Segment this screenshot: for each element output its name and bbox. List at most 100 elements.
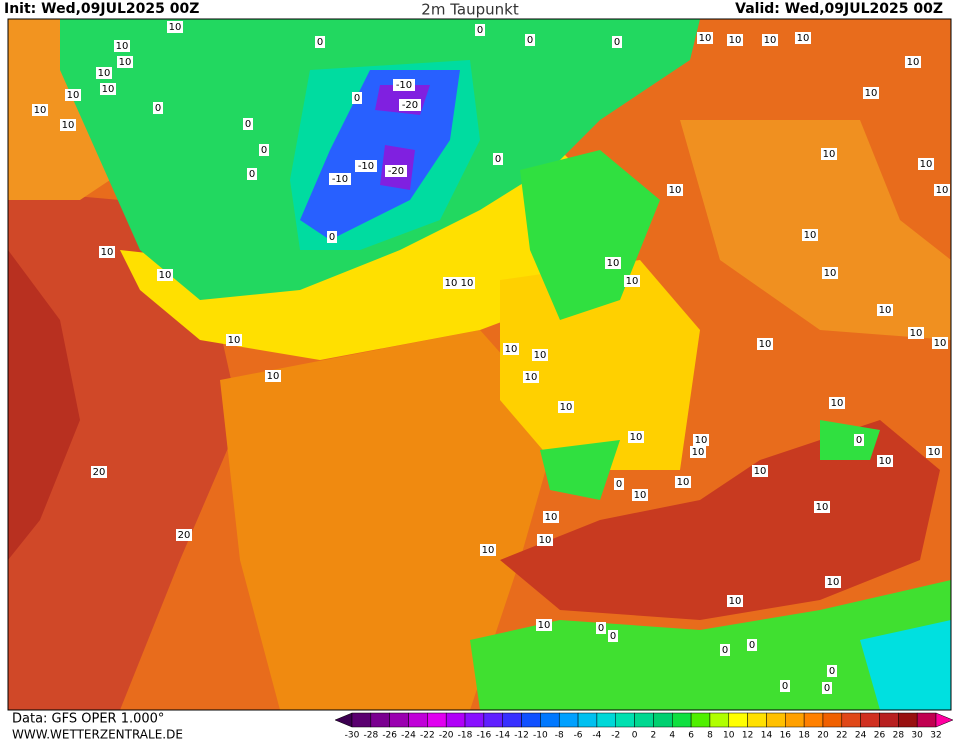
contour-label: 10 — [823, 149, 836, 160]
colorbar-box — [690, 712, 711, 728]
contour-label: 10 — [729, 35, 742, 46]
label-box — [226, 334, 242, 346]
contour-label: 10 — [907, 57, 920, 68]
contour-label: 10 — [831, 398, 844, 409]
hot-zone — [8, 250, 80, 560]
label-box — [523, 371, 539, 383]
label-box — [877, 304, 893, 316]
colorbar-box — [841, 712, 861, 728]
label-box — [153, 102, 163, 114]
website: WWW.WETTERZENTRALE.DE — [12, 728, 183, 742]
contour-label: 10 — [119, 57, 132, 68]
colorbar-label: -4 — [592, 731, 601, 741]
contour-label: 10 — [630, 432, 643, 443]
colorbar-box — [577, 712, 598, 728]
label-box — [525, 34, 535, 46]
colorbar-label: 20 — [817, 731, 829, 741]
label-box — [385, 165, 407, 177]
very-cold-zone — [375, 85, 430, 190]
colorbar-box — [540, 712, 560, 728]
contour-label: 10 — [920, 159, 933, 170]
label-box — [60, 119, 76, 131]
label-box — [877, 455, 893, 467]
colorbar-box — [709, 712, 730, 728]
label-box — [918, 158, 934, 170]
label-box — [780, 680, 790, 692]
cyan-zone — [860, 620, 951, 710]
colorbar-box — [803, 712, 824, 728]
colorbar-box — [351, 712, 372, 728]
contour-label: 10 — [159, 270, 172, 281]
label-box — [393, 79, 415, 91]
contour-label: 10 — [936, 185, 949, 196]
colorbar-arrow — [935, 712, 954, 728]
label-box — [558, 401, 574, 413]
colorbar-label: 14 — [761, 731, 773, 741]
contour-label: 10 — [699, 33, 712, 44]
colorbar-label: -12 — [514, 731, 529, 741]
label-box — [697, 32, 713, 44]
green-patch — [540, 420, 880, 500]
contour-label: 0 — [354, 93, 360, 104]
contour-label: 10 — [797, 33, 810, 44]
colorbar-box — [898, 712, 918, 728]
colorbar-box — [427, 712, 447, 728]
contour-label: -10 — [332, 174, 348, 185]
contour-label: -10 — [396, 80, 412, 91]
label-box — [757, 338, 773, 350]
label-box — [720, 644, 730, 656]
colorbar-box — [615, 712, 635, 728]
label-box — [315, 36, 325, 48]
label-box — [905, 56, 921, 68]
label-box — [727, 34, 743, 46]
colorbar-box — [634, 712, 654, 728]
label-box — [605, 257, 621, 269]
label-box — [932, 337, 948, 349]
label-box — [624, 275, 640, 287]
contour-label: 10 — [729, 596, 742, 607]
label-box — [762, 34, 778, 46]
contour-label: 0 — [829, 666, 835, 677]
colorbar-box — [483, 712, 503, 728]
contour-label: 0 — [610, 631, 616, 642]
label-box — [863, 87, 879, 99]
contour-label: 10 — [879, 456, 892, 467]
contour-label: 10 — [169, 22, 182, 33]
contour-label: 0 — [527, 35, 533, 46]
label-box — [727, 595, 743, 607]
colorbar-box — [747, 712, 767, 728]
contour-label: 10 — [67, 90, 80, 101]
label-box — [827, 665, 837, 677]
contour-label: 10 — [607, 258, 620, 269]
colorbar-label: -6 — [574, 731, 583, 741]
label-box — [265, 370, 281, 382]
label-box — [117, 56, 133, 68]
contour-label: 0 — [317, 37, 323, 48]
label-box — [493, 153, 503, 165]
contour-label: 10 — [816, 502, 829, 513]
colorbar-label: -10 — [533, 731, 548, 741]
label-box — [475, 24, 485, 36]
map-title: 2m Taupunkt — [421, 1, 519, 19]
contour-label: 10 — [538, 620, 551, 631]
label-box — [752, 465, 768, 477]
colorbar-label: -30 — [345, 731, 360, 741]
label-box — [247, 168, 257, 180]
colorbar-label: 24 — [855, 731, 867, 741]
label-box — [854, 434, 864, 446]
colorbar-box — [389, 712, 409, 728]
valid-label: Valid: Wed,09JUL2025 00Z — [735, 1, 943, 17]
colorbar-label: -28 — [363, 731, 378, 741]
contour-label: 0 — [856, 435, 862, 446]
contour-label: 20 — [178, 530, 191, 541]
colorbar-box — [672, 712, 692, 728]
label-box — [99, 246, 115, 258]
africa-zone — [470, 580, 951, 710]
label-box — [536, 619, 552, 631]
colorbar-box — [916, 712, 937, 728]
colorbar-box — [766, 712, 786, 728]
label-box — [814, 501, 830, 513]
colorbar-label: 0 — [632, 731, 638, 741]
contour-label: 10 — [692, 447, 705, 458]
label-box — [503, 343, 519, 355]
